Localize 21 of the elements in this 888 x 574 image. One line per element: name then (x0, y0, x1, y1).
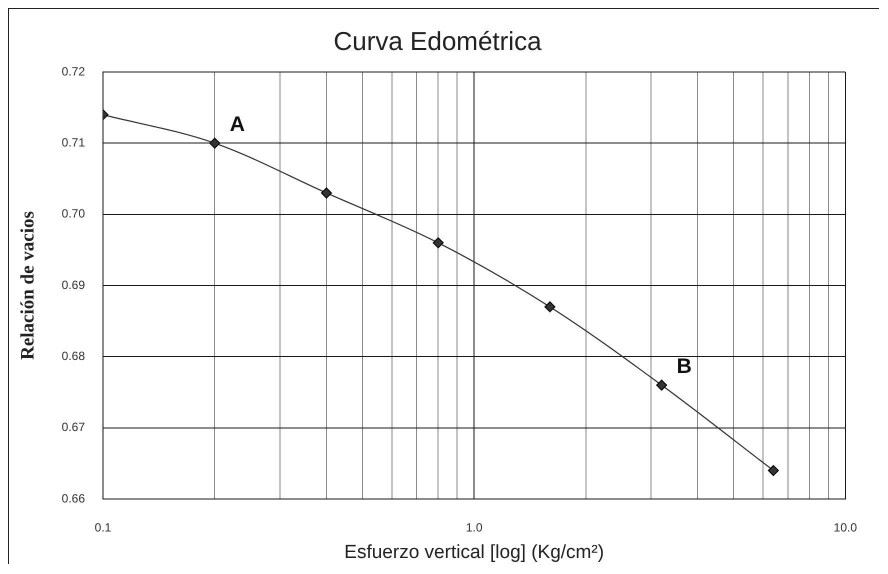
y-tick-label: 0.68 (62, 348, 86, 363)
y-tick-label: 0.70 (62, 206, 86, 221)
point (209, 138, 220, 149)
chart-title: Curva Edométrica (333, 26, 542, 56)
point (320, 187, 332, 198)
x-axis-title: Esfuerzo vertical [log] (Kg/cm²) (344, 542, 604, 563)
y-tick-label: 0.72 (62, 64, 86, 78)
y-tick-label: 0.66 (62, 491, 86, 506)
annotation: B (676, 354, 692, 378)
point (432, 237, 444, 248)
point (768, 465, 779, 476)
x-tick-label: 10.0 (834, 520, 858, 535)
y-tick-label: 0.69 (62, 278, 86, 292)
x-tick-label: 1.0 (466, 520, 483, 535)
point (544, 301, 556, 312)
x-tick-label: 0.1 (94, 520, 112, 535)
y-tick-label: 0.67 (62, 420, 86, 434)
point (656, 380, 668, 391)
y-axis-title: Relación de vacios (17, 211, 38, 360)
annotation: A (230, 112, 245, 136)
y-tick-label: 0.71 (62, 135, 86, 150)
